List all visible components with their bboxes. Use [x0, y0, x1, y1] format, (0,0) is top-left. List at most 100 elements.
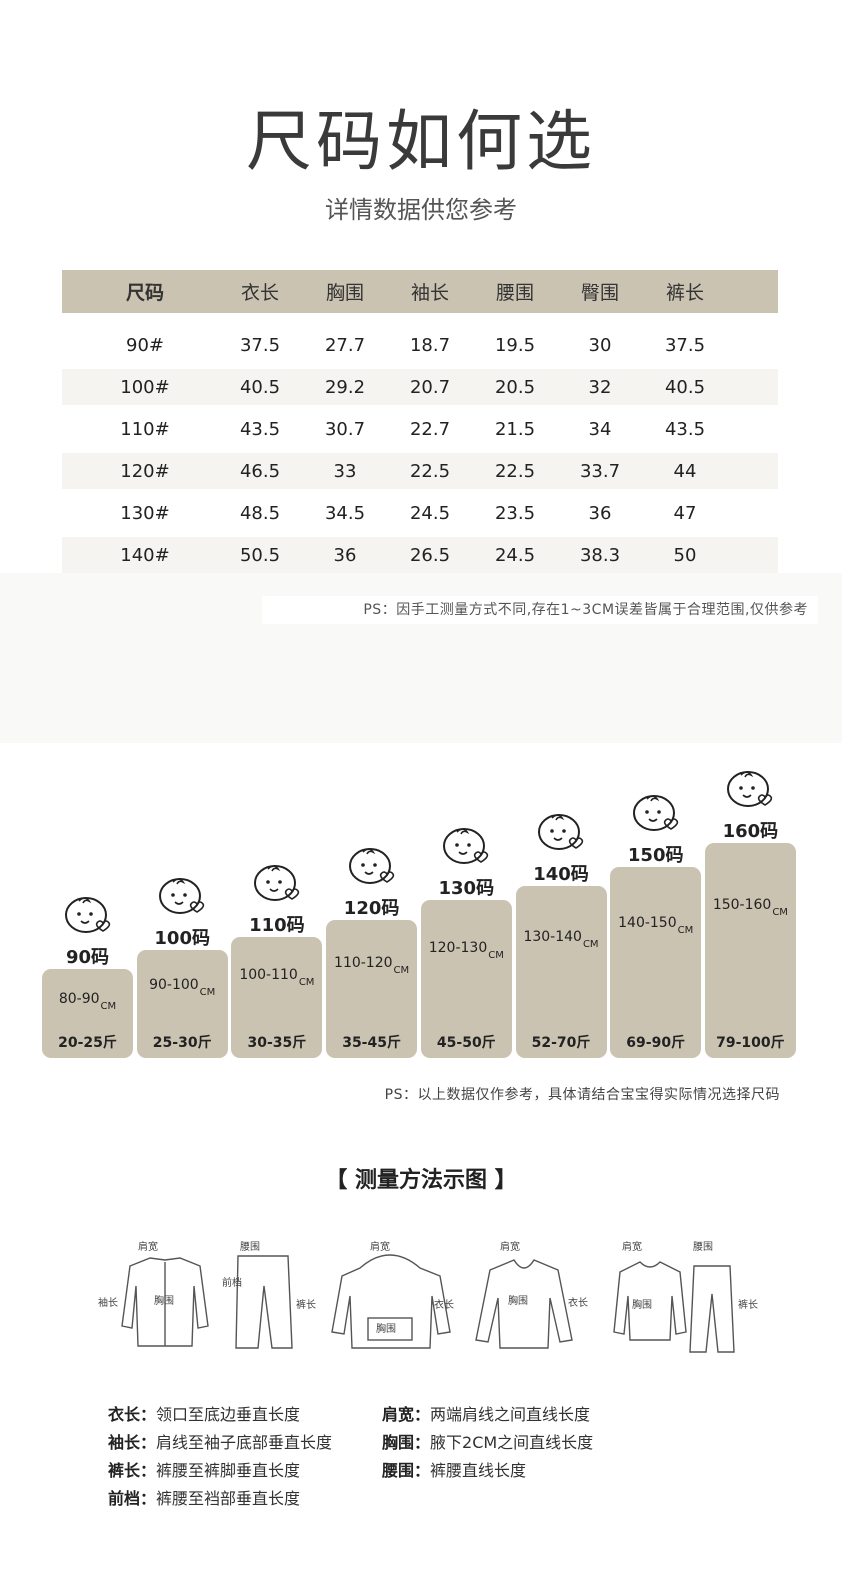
table-cell: 33 [333, 460, 357, 482]
pants-figure: 腰围 前档 裤长 [222, 1241, 316, 1349]
definition-length: 衣长：领口至底边垂直长度 [108, 1405, 301, 1424]
jacket-figure: 肩宽 胸围 袖长 [98, 1240, 209, 1347]
column-header: 腰围 [495, 282, 534, 304]
height-value: 110-120 [334, 955, 393, 971]
height-value: 150-160 [712, 897, 772, 913]
definition-pants: 裤长：裤腰至裤脚垂直长度 [108, 1461, 301, 1480]
baby-face-icon [64, 897, 110, 933]
size-cell: 110# [120, 418, 170, 440]
sweater-shoulder-label: 肩宽 [500, 1240, 520, 1253]
table-cell: 43.5 [239, 418, 281, 440]
table-cell: 46.5 [239, 460, 281, 482]
set-pants-label: 裤长 [738, 1298, 758, 1311]
table-cell: 34.5 [324, 502, 366, 524]
table-body: 90# 37.5 27.7 18.7 19.5 30 37.5 100# 40.5 29.2 20.… [62, 327, 778, 573]
table-cell: 23.5 [494, 502, 536, 524]
size-cell: 130# [120, 502, 170, 524]
height-value: 90-100 [149, 977, 199, 993]
set-shoulder-label: 肩宽 [622, 1240, 642, 1253]
size-label: 130码 [438, 878, 495, 899]
size-label: 90码 [65, 947, 110, 968]
table-row: 120# 46.5 33 22.5 22.5 33.7 44 [62, 453, 778, 489]
weight-range: 69-90斤 [626, 1035, 686, 1051]
height-unit: CM [677, 925, 694, 936]
table-cell: 20.5 [494, 376, 536, 398]
size-label: 140码 [533, 864, 589, 885]
definition-rise: 前档：裤腰至裆部垂直长度 [108, 1489, 301, 1508]
height-range: 140-150CM [610, 915, 701, 936]
size-bar: 120-130CM 45-50斤 [420, 900, 512, 1058]
table-row: 130# 48.5 34.5 24.5 23.5 36 47 [62, 495, 778, 531]
column-header: 衣长 [240, 282, 279, 304]
size-label: 120码 [343, 898, 400, 919]
height-range: 110-120CM [326, 955, 417, 976]
definition-waist: 腰围：裤腰直线长度 [382, 1461, 527, 1480]
table-cell: 37.5 [239, 334, 281, 356]
column-header: 袖长 [410, 282, 449, 304]
height-range: 100-110CM [231, 967, 322, 988]
hoodie-length-label: 衣长 [434, 1298, 454, 1311]
table-cell: 47 [673, 502, 697, 524]
table-header: 尺码 衣长 胸围 袖长 腰围 臀围 裤长 [62, 270, 778, 313]
hoodie-figure: 肩宽 胸围 衣长 [331, 1240, 454, 1349]
definition-shoulder: 肩宽：两端肩线之间直线长度 [382, 1405, 591, 1424]
table-cell: 30.7 [324, 418, 366, 440]
size-cell: 140# [120, 544, 170, 566]
table-cell: 20.7 [409, 376, 451, 398]
baby-face-icon [632, 795, 678, 831]
weight-range: 35-45斤 [342, 1035, 401, 1051]
table-cell: 34 [588, 418, 612, 440]
height-value: 130-140 [523, 929, 582, 945]
shoulder-label: 肩宽 [138, 1240, 158, 1253]
table-cell: 22.5 [494, 460, 536, 482]
weight-range: 30-35斤 [247, 1035, 307, 1051]
table-cell: 44 [673, 460, 697, 482]
table-cell: 32 [588, 376, 612, 398]
size-bar: 130-140CM 52-70斤 [515, 886, 607, 1058]
column-header: 胸围 [325, 282, 364, 304]
hoodie-shoulder-label: 肩宽 [370, 1240, 390, 1253]
baby-face-icon [159, 878, 205, 914]
table-cell: 40.5 [664, 376, 706, 398]
chest-label: 胸围 [154, 1294, 174, 1307]
table-row: 90# 37.5 27.7 18.7 19.5 30 37.5 [62, 327, 778, 363]
table-cell: 22.5 [409, 460, 451, 482]
table-cell: 24.5 [409, 502, 451, 524]
weight-range: 45-50斤 [436, 1035, 496, 1051]
size-cell: 90# [126, 334, 164, 356]
table-cell: 37.5 [664, 334, 706, 356]
table-cell: 48.5 [239, 502, 281, 524]
table-cell: 50.5 [239, 544, 281, 566]
height-value: 140-150 [618, 915, 677, 931]
height-value: 120-130 [428, 940, 488, 956]
height-unit: CM [393, 965, 410, 976]
pants-length-label: 裤长 [296, 1298, 316, 1311]
column-header: 臀围 [580, 282, 619, 304]
table-cell: 50 [673, 544, 697, 566]
size-label: 150码 [627, 845, 684, 866]
height-unit: CM [582, 939, 599, 950]
table-cell: 27.7 [324, 334, 366, 356]
column-header: 尺码 [125, 282, 164, 304]
method-title: 【 测量方法示图 】 [325, 1168, 517, 1193]
page-subtitle: 详情数据供您参考 [325, 196, 517, 224]
height-value: 80-90 [58, 991, 100, 1007]
baby-face-icon [538, 814, 584, 850]
table-cell: 30 [588, 334, 612, 356]
table-cell: 36 [333, 544, 357, 566]
set-figure: 肩宽 腰围 胸围 裤长 [613, 1240, 758, 1353]
size-bar: 140-150CM 69-90斤 [610, 867, 702, 1058]
sweater-figure: 肩宽 胸围 衣长 [475, 1240, 588, 1349]
table-cell: 38.3 [579, 544, 621, 566]
table-cell: 33.7 [579, 460, 621, 482]
set-chest-label: 胸围 [632, 1298, 652, 1311]
height-unit: CM [772, 907, 788, 918]
size-label: 110码 [249, 915, 305, 936]
measurement-diagram: 肩宽 胸围 袖长 腰围 前档 裤长 肩宽 胸围 衣长 肩宽 胸围 衣长 肩宽 腰… [98, 1240, 758, 1353]
waist-label: 腰围 [240, 1241, 260, 1253]
size-cell: 100# [120, 376, 170, 398]
height-range: 90-100CM [137, 977, 228, 998]
baby-face-icon [348, 848, 394, 884]
size-bar: 110-120CM 35-45斤 [326, 920, 418, 1058]
table-cell: 36 [588, 502, 612, 524]
